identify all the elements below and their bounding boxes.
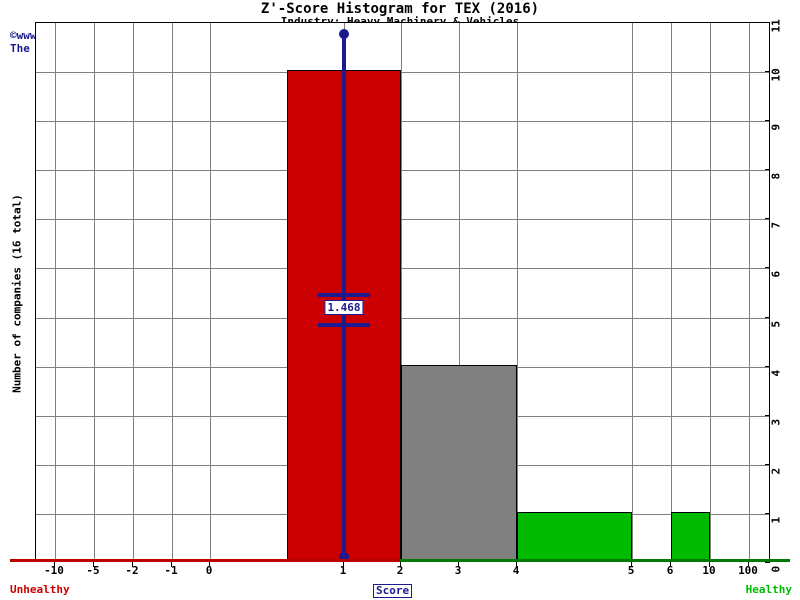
y-tick-label: 4 — [769, 369, 783, 377]
y-tick-mark — [765, 316, 770, 318]
x-tick-label: 1 — [339, 564, 347, 577]
gridline-horizontal — [36, 317, 769, 319]
x-tick-label: 5 — [627, 564, 635, 577]
gridline-vertical — [710, 23, 711, 561]
gridline-vertical — [94, 23, 95, 561]
x-tick-label: -5 — [86, 564, 100, 577]
marker-dot-bottom — [339, 552, 349, 562]
x-tick-label: -2 — [125, 564, 139, 577]
y-tick-mark — [765, 562, 770, 563]
gridline-vertical — [401, 23, 402, 561]
y-tick-mark — [765, 365, 770, 367]
axis-band-healthy — [400, 559, 790, 562]
chart-title: Z'-Score Histogram for TEX (2016) — [260, 1, 540, 17]
x-tick-label: 10 — [702, 564, 716, 577]
x-tick-label: -10 — [44, 564, 64, 577]
x-tick-mark — [516, 562, 517, 567]
x-tick-mark — [709, 562, 710, 567]
y-tick-mark — [765, 22, 770, 23]
gridline-horizontal — [36, 121, 769, 123]
histogram-bar — [401, 364, 517, 561]
y-tick-label: 8 — [769, 173, 783, 180]
unhealthy-label: Unhealthy — [10, 583, 70, 596]
y-tick-mark — [765, 71, 770, 73]
marker-cap-upper — [318, 293, 370, 297]
y-tick-label: 6 — [769, 271, 783, 278]
gridline-vertical — [133, 23, 134, 561]
marker-cap-lower — [318, 323, 370, 327]
gridline-horizontal — [36, 219, 769, 221]
marker-value-label: 1.468 — [324, 300, 364, 315]
gridline-vertical — [55, 23, 56, 561]
y-tick-mark — [765, 267, 770, 269]
gridline-horizontal — [36, 72, 769, 74]
gridline-vertical — [517, 23, 518, 561]
x-tick-mark — [343, 562, 344, 567]
x-tick-mark — [458, 562, 459, 567]
x-tick-mark — [209, 562, 210, 567]
x-tick-label: 2 — [396, 564, 404, 577]
gridline-vertical — [459, 23, 460, 561]
x-tick-label: -1 — [164, 564, 178, 577]
histogram-bar — [671, 511, 710, 561]
x-tick-mark — [132, 562, 133, 567]
healthy-label: Healthy — [745, 583, 792, 596]
y-tick-label: 9 — [769, 124, 783, 131]
x-tick-label: 0 — [205, 564, 213, 577]
x-tick-mark — [171, 562, 172, 567]
y-tick-label: 2 — [769, 467, 783, 475]
y-tick-label: 5 — [769, 320, 783, 328]
x-tick-mark — [748, 562, 749, 567]
gridline-horizontal — [36, 268, 769, 270]
x-tick-label: 6 — [666, 564, 674, 577]
y-axis-label: Number of companies (16 total) — [10, 194, 24, 393]
y-tick-label: 0 — [769, 565, 783, 573]
gridline-vertical — [210, 23, 211, 561]
gridline-vertical — [632, 23, 633, 561]
y-tick-mark — [765, 218, 770, 220]
y-tick-label: 11 — [769, 19, 783, 33]
plot-area: 1.468 — [35, 22, 770, 562]
y-tick-mark — [765, 463, 770, 465]
x-tick-mark — [631, 562, 632, 567]
y-tick-mark — [765, 169, 770, 171]
x-tick-label: 3 — [454, 564, 462, 577]
x-tick-label: 4 — [512, 564, 520, 577]
x-tick-mark — [670, 562, 671, 567]
gridline-horizontal — [36, 170, 769, 172]
x-tick-mark — [54, 562, 55, 567]
y-tick-mark — [765, 512, 770, 514]
gridline-vertical — [749, 23, 750, 561]
x-axis-label: Score — [373, 584, 413, 598]
y-tick-label: 1 — [769, 516, 783, 524]
x-tick-mark — [93, 562, 94, 567]
axis-band-unhealthy — [10, 559, 400, 562]
y-tick-label: 10 — [769, 68, 783, 82]
y-tick-mark — [765, 414, 770, 416]
marker-dot-top — [339, 29, 349, 39]
y-tick-label: 7 — [769, 222, 783, 229]
x-tick-mark — [400, 562, 401, 567]
y-tick-mark — [765, 120, 770, 122]
y-tick-label: 3 — [769, 418, 783, 426]
histogram-bar — [517, 511, 632, 561]
gridline-vertical — [172, 23, 173, 561]
x-tick-label: 100 — [738, 564, 758, 577]
gridline-vertical — [671, 23, 672, 561]
